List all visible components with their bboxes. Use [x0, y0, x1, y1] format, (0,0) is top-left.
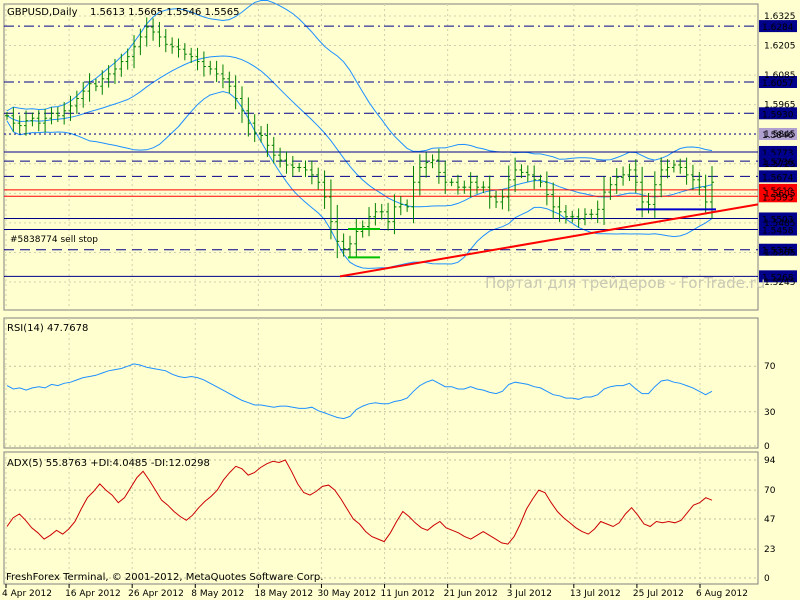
adx-y-tick-label: 94	[764, 456, 776, 466]
price-level-label: 1.5930	[762, 110, 794, 120]
rsi-panel-frame	[3, 317, 759, 449]
price-y-tick-label: 1.5845	[764, 130, 796, 140]
price-level-tag	[759, 170, 797, 183]
adx-y-tick-label: 70	[764, 486, 776, 496]
rsi-y-tick-label: 30	[764, 408, 776, 418]
price-level-label: 1.5503	[762, 215, 794, 225]
price-y-tick-label: 1.6085	[764, 71, 796, 81]
adx-y-ticks: 94 70 47 23 0	[764, 456, 776, 584]
price-level-label: 1.5773	[762, 149, 794, 159]
price-level-tag	[759, 145, 797, 158]
price-level-tag	[759, 155, 797, 168]
x-tick-label: 8 May 2012	[191, 589, 244, 599]
price-level-tag	[759, 190, 797, 203]
price-y-tick-label: 1.5245	[764, 278, 796, 288]
rsi-line	[6, 363, 713, 420]
price-level-tag	[759, 76, 797, 89]
price-level-tag	[759, 270, 797, 283]
price-extras	[339, 203, 759, 278]
price-y-tick-label: 1.5965	[764, 101, 796, 111]
adx-title: ADX(5) 55.8763 +DI:4.0485 -DI:12.0298	[7, 458, 210, 469]
adx-gridlines	[4, 452, 758, 584]
x-tick-label: 16 Apr 2012	[65, 589, 121, 599]
price-level-tag	[759, 107, 797, 120]
price-level-label: 1.5268	[762, 273, 794, 283]
rsi-y-tick-label: 70	[764, 362, 776, 372]
x-tick-label: 6 Aug 2012	[696, 589, 748, 599]
date-axis: 4 Apr 2012 16 Apr 2012 26 Apr 2012 8 May 20…	[2, 584, 748, 599]
adx-y-tick-label: 23	[764, 545, 775, 555]
adx-y-tick-label: 47	[764, 515, 775, 525]
x-tick-label: 11 Jun 2012	[381, 589, 435, 599]
price-level-label: 1.5674	[762, 173, 794, 183]
x-tick-label: 21 Jun 2012	[444, 589, 498, 599]
price-y-ticks: 1.6325 1.6205 1.6085 1.5965 1.5845 1.5725 1.56…	[764, 12, 796, 288]
x-tick-label: 4 Apr 2012	[2, 589, 52, 599]
x-tick-label: 13 Jul 2012	[570, 589, 621, 599]
price-level-tag	[759, 127, 797, 140]
price-level-label: 1.6284	[762, 23, 794, 33]
rsi-title: RSI(14) 47.7678	[7, 323, 88, 334]
watermark: Портал для трейдеров - ForTrade.ru	[485, 274, 765, 292]
adx-panel-frame	[3, 451, 759, 585]
price-y-tick-label: 1.6205	[764, 42, 796, 52]
price-level-tag	[759, 212, 797, 225]
order-annotation: #5838774 sell stop	[10, 235, 98, 245]
rsi-y-ticks: 70 30 0	[764, 362, 776, 452]
price-bars	[5, 17, 714, 259]
x-tick-label: 3 Jul 2012	[507, 589, 552, 599]
rsi-gridlines	[4, 318, 758, 448]
price-level-label: 1.6057	[762, 79, 794, 89]
price-level-tag	[759, 20, 797, 33]
price-y-tick-label: 1.6325	[764, 12, 796, 22]
price-level-label: 1.5736	[762, 158, 794, 168]
price-level-label: 1.5458	[762, 227, 794, 237]
adx-line	[6, 459, 713, 545]
price-y-tick-label: 1.5605	[764, 189, 796, 199]
x-tick-label: 25 Jul 2012	[633, 589, 684, 599]
price-level-label: 1.5376	[762, 247, 794, 257]
ohlc-label: 1.5613 1.5665 1.5546 1.5565	[90, 7, 240, 18]
price-level-tag	[759, 243, 797, 256]
price-level-label: 1.5593	[762, 193, 794, 203]
symbol-label: GBPUSD,Daily	[7, 7, 78, 18]
support-trendline	[339, 203, 759, 278]
price-panel-frame	[3, 3, 759, 311]
price-y-tick-label: 1.5365	[764, 248, 796, 258]
adx-panel[interactable]: 94 70 47 23 0 ADX(5) 55.8763 +DI:4.0485 -DI:…	[3, 451, 776, 585]
adx-y-tick-label: 0	[764, 574, 770, 584]
price-level-tag	[759, 223, 797, 236]
price-y-tick-label: 1.5725	[764, 160, 796, 170]
rsi-y-tick-label: 0	[764, 442, 770, 452]
band-line	[6, 0, 713, 161]
rsi-panel[interactable]: 70 30 0 RSI(14) 47.7678	[3, 317, 776, 452]
price-level-label: 1.5846	[762, 131, 794, 141]
price-y-tick-label: 1.5485	[764, 219, 796, 229]
footer-copyright: FreshForex Terminal, © 2001-2012, MetaQu…	[6, 572, 323, 583]
x-tick-label: 30 May 2012	[317, 589, 376, 599]
x-tick-label: 18 May 2012	[254, 589, 313, 599]
x-tick-label: 26 Apr 2012	[128, 589, 184, 599]
